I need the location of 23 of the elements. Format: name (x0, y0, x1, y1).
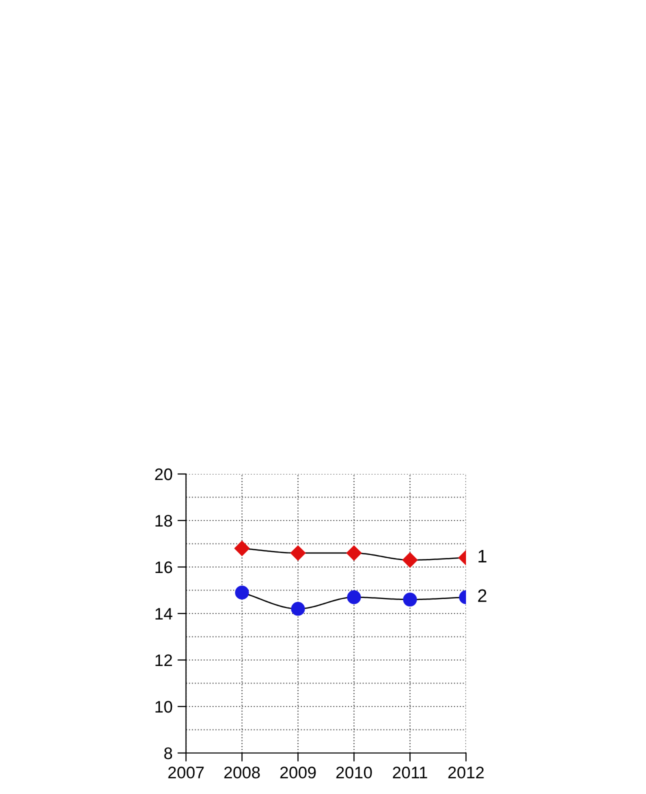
y-tick-label: 20 (155, 468, 172, 480)
point (291, 602, 305, 616)
y-tick-label: 16 (156, 561, 172, 574)
point (402, 552, 418, 568)
series-label: 2 (478, 589, 486, 602)
point (235, 586, 249, 600)
x-tick-label: 2010 (336, 766, 372, 778)
point (234, 540, 250, 556)
x-tick-label: 2007 (168, 766, 204, 778)
y-tick-label: 10 (156, 700, 172, 713)
y-tick-label: 14 (156, 608, 172, 620)
point (347, 590, 361, 604)
x-tick-label: 2011 (392, 766, 428, 778)
point (346, 545, 362, 561)
series-label: 1 (478, 550, 486, 562)
y-tick-label: 18 (156, 514, 172, 527)
y-tick-label: 8 (164, 747, 172, 760)
x-tick-label: 2012 (448, 766, 484, 778)
x-tick-label: 2008 (224, 766, 260, 778)
point (403, 592, 417, 606)
y-tick-label: 12 (156, 654, 172, 666)
x-tick-label: 2009 (280, 766, 316, 778)
point (290, 545, 306, 561)
